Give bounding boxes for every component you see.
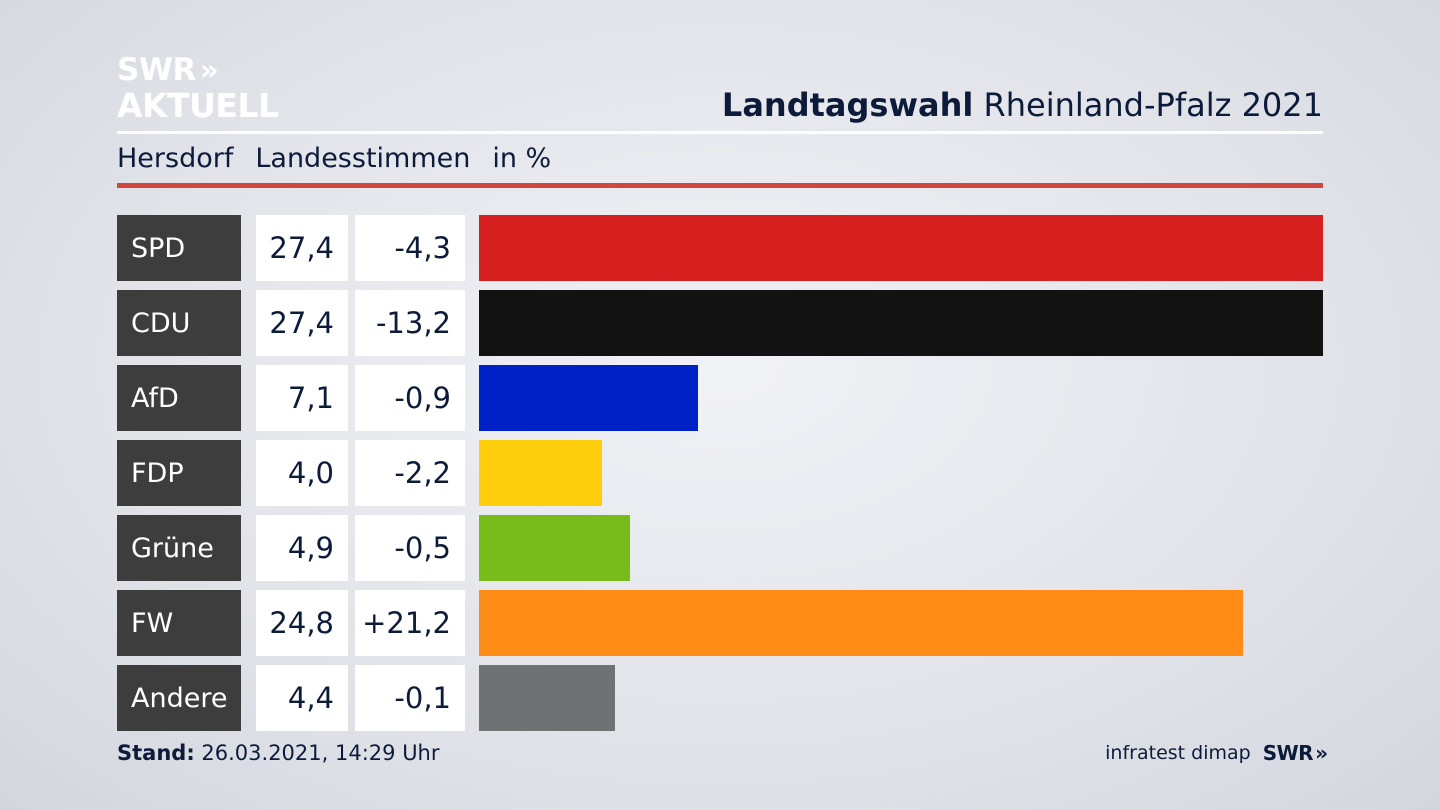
logo-aktuell-text: AKTUELL	[117, 86, 279, 125]
value-label: 4,0	[256, 440, 348, 506]
logo-chevron-icon: »	[199, 52, 219, 87]
source-label: infratest dimap	[1105, 742, 1251, 764]
bar	[479, 590, 1243, 656]
value-label: 27,4	[256, 290, 348, 356]
swr-aktuell-logo: SWR » AKTUELL	[117, 54, 279, 122]
bar	[479, 515, 630, 581]
timestamp: Stand: 26.03.2021, 14:29 Uhr	[117, 741, 440, 765]
bar	[479, 290, 1323, 356]
bar	[479, 440, 602, 506]
bar	[479, 365, 698, 431]
footer-swr-text: SWR	[1262, 741, 1314, 765]
chart-row: FDP 4,0 -2,2	[117, 440, 1323, 506]
change-label: -0,9	[355, 365, 465, 431]
change-label: -0,5	[355, 515, 465, 581]
subheader-place: Hersdorf	[117, 143, 234, 174]
party-label: Andere	[117, 665, 241, 731]
logo-swr-text: SWR	[117, 51, 196, 88]
title-rest: Rheinland-Pfalz 2021	[983, 86, 1323, 124]
party-label: AfD	[117, 365, 241, 431]
footer-chevron-icon: »	[1315, 741, 1328, 765]
subheader-vote-type: Landesstimmen	[255, 143, 471, 174]
chart-row: SPD 27,4 -4,3	[117, 215, 1323, 281]
source-credit: infratest dimap SWR»	[1105, 741, 1328, 765]
stand-label: Stand:	[117, 741, 195, 765]
party-label: Grüne	[117, 515, 241, 581]
value-label: 4,4	[256, 665, 348, 731]
change-label: -2,2	[355, 440, 465, 506]
bar	[479, 665, 615, 731]
change-label: -4,3	[355, 215, 465, 281]
value-label: 4,9	[256, 515, 348, 581]
chart-row: CDU 27,4 -13,2	[117, 290, 1323, 356]
party-label: CDU	[117, 290, 241, 356]
change-label: -0,1	[355, 665, 465, 731]
value-label: 7,1	[256, 365, 348, 431]
chart-row: FW 24,8 +21,2	[117, 590, 1323, 656]
change-label: -13,2	[355, 290, 465, 356]
subheader-unit: in %	[492, 143, 552, 174]
bar	[479, 215, 1323, 281]
value-label: 27,4	[256, 215, 348, 281]
party-label: SPD	[117, 215, 241, 281]
footer-swr-logo: SWR»	[1262, 741, 1328, 765]
chart-row: AfD 7,1 -0,9	[117, 365, 1323, 431]
change-label: +21,2	[355, 590, 465, 656]
header-divider	[117, 131, 1323, 134]
chart-row: Grüne 4,9 -0,5	[117, 515, 1323, 581]
subheader: Hersdorf Landesstimmen in %	[117, 143, 573, 174]
party-label: FW	[117, 590, 241, 656]
value-label: 24,8	[256, 590, 348, 656]
party-label: FDP	[117, 440, 241, 506]
subheader-divider	[117, 183, 1323, 188]
page-title: Landtagswahl Rheinland-Pfalz 2021	[722, 86, 1323, 124]
chart-row: Andere 4,4 -0,1	[117, 665, 1323, 731]
stand-value: 26.03.2021, 14:29 Uhr	[201, 741, 440, 765]
title-bold: Landtagswahl	[721, 86, 974, 124]
